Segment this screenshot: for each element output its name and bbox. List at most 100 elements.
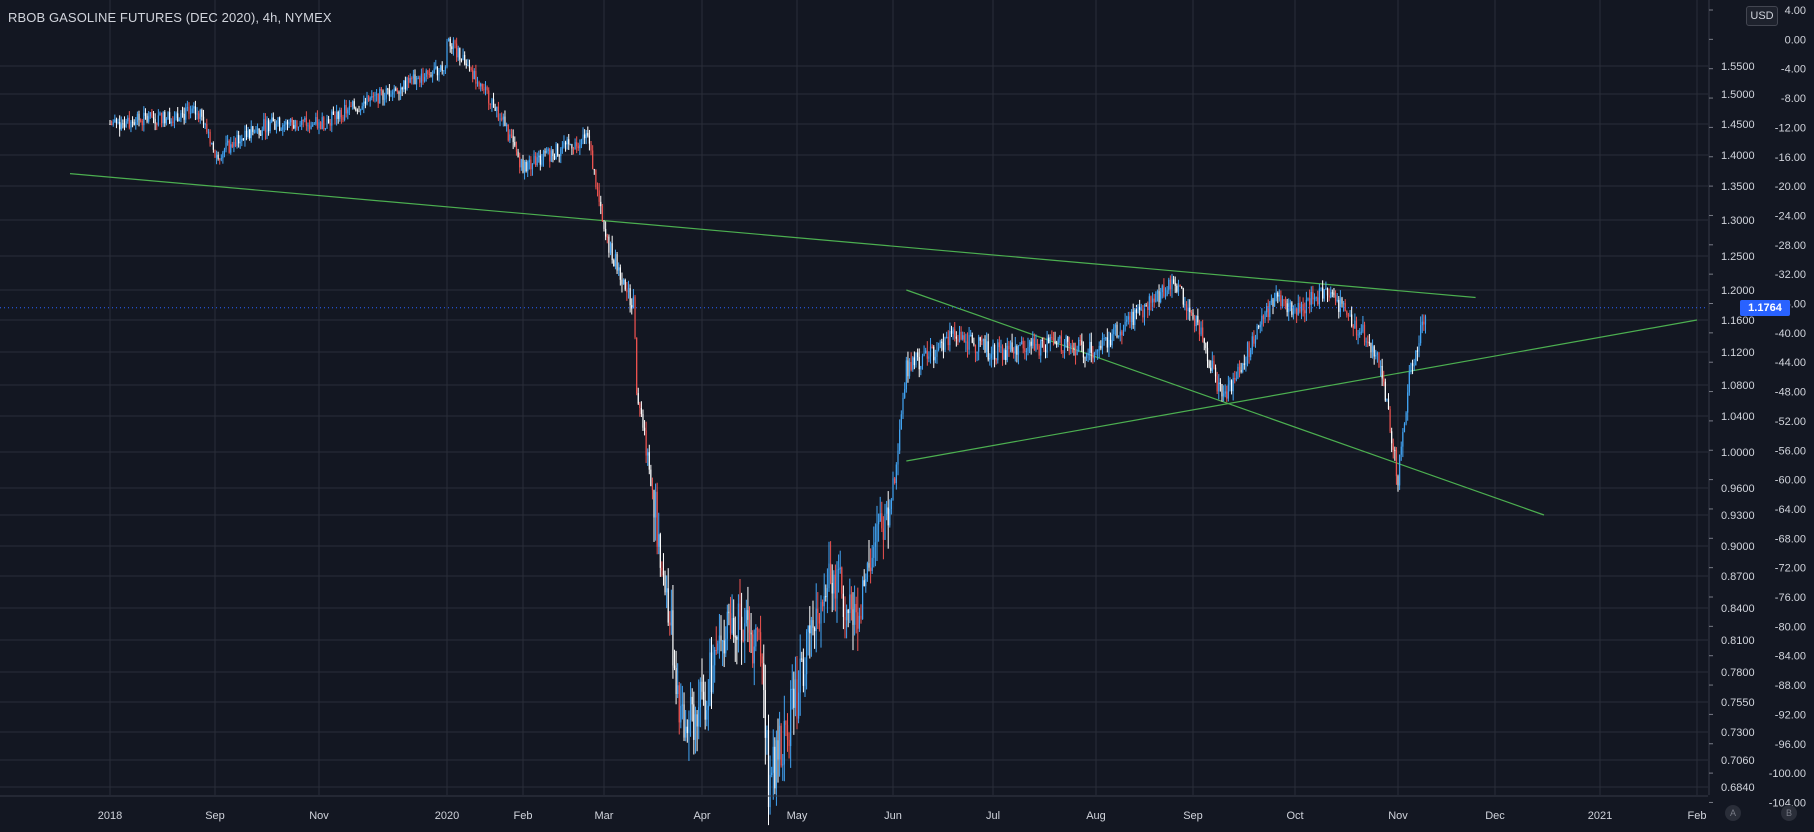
candle-body (621, 279, 623, 285)
candle-body (826, 588, 828, 598)
candle-body (857, 612, 859, 629)
candle-body (717, 643, 719, 651)
candle-body (496, 106, 498, 111)
candle-body (149, 112, 151, 117)
candle-body (890, 500, 892, 510)
candle-body (1085, 355, 1088, 359)
price-tick-label: 0.7060 (1721, 755, 1755, 767)
candle-body (704, 700, 706, 720)
candle-body (1407, 392, 1409, 413)
candle-body (1060, 336, 1062, 352)
candle-body (626, 289, 628, 293)
candle-body (172, 121, 174, 123)
candle-body (807, 625, 809, 632)
candle-body (352, 101, 354, 107)
candle-body (201, 109, 203, 117)
candle-body (1011, 342, 1013, 352)
candle-body (970, 334, 972, 336)
candle-body (895, 464, 897, 483)
trendlines[interactable] (69, 173, 1698, 516)
candle-body (446, 41, 448, 64)
candle-body (643, 427, 646, 431)
candle-body (647, 452, 649, 456)
percent-tick-label: -100.00 (1769, 768, 1806, 780)
candle-body (209, 131, 211, 144)
candle-body (329, 123, 331, 126)
candle-body (286, 121, 289, 125)
trendline[interactable] (906, 289, 1545, 516)
candle-body (1349, 314, 1351, 316)
candle-body (636, 337, 638, 394)
candle-body (1343, 303, 1345, 305)
candle-body (688, 719, 690, 734)
candle-body (585, 133, 587, 139)
price-tick-label: 0.8700 (1721, 571, 1755, 583)
candle-body (658, 534, 660, 547)
candle-body (486, 87, 488, 91)
candle-body (285, 121, 287, 125)
candle-body (769, 775, 771, 808)
candle-body (299, 124, 301, 127)
candle-body (324, 128, 326, 130)
auto-scale-button[interactable]: A (1725, 805, 1741, 821)
candle-body (764, 690, 766, 738)
candle-body (1089, 341, 1091, 353)
candle-body (664, 575, 666, 593)
candle-body (344, 105, 346, 120)
candle-body (332, 111, 334, 115)
candle-body (109, 124, 111, 125)
candle-body (175, 113, 177, 118)
candle-body (600, 201, 602, 207)
trendline[interactable] (906, 319, 1698, 462)
candle-body (379, 88, 381, 104)
candle-body (236, 134, 238, 147)
candle-body (715, 649, 717, 651)
candle-body (492, 99, 495, 108)
candle-body (1001, 346, 1004, 360)
candle-body (146, 115, 148, 122)
time-tick-label: 2021 (1588, 810, 1612, 822)
candle-body (1182, 288, 1184, 305)
time-tick-label: Apr (693, 810, 710, 822)
candle-body (806, 631, 808, 675)
candle-body (444, 66, 446, 71)
candle-body (1336, 299, 1338, 301)
candle-body (425, 70, 427, 77)
candle-body (1153, 298, 1155, 302)
candle-body (440, 65, 442, 70)
candle-body (744, 623, 746, 641)
candle-body (1315, 297, 1317, 299)
currency-button[interactable]: USD (1746, 6, 1778, 26)
candle-body (1151, 298, 1154, 303)
candle-body (1413, 365, 1415, 367)
candle-body (456, 43, 458, 58)
candle-body (747, 610, 749, 620)
candle-body (887, 507, 889, 526)
candle-body (1098, 345, 1100, 351)
candle-body (866, 563, 868, 579)
candle-body (614, 254, 617, 267)
candle-body (204, 124, 206, 126)
candle-body (1357, 334, 1359, 336)
candle-body (1246, 342, 1249, 364)
trendline[interactable] (69, 173, 1476, 299)
candle-body (165, 118, 168, 124)
candle-body (1025, 351, 1028, 353)
candle-body (623, 279, 625, 285)
log-scale-button[interactable]: B (1781, 805, 1797, 821)
candle-body (1242, 363, 1244, 372)
candle-body (603, 221, 605, 229)
candle-body (678, 685, 680, 723)
candle-body (196, 113, 198, 115)
candle-body (476, 82, 479, 84)
candle-body (353, 101, 355, 109)
candle-body (1310, 292, 1312, 305)
candle-body (119, 122, 121, 130)
candle-body (825, 596, 827, 598)
candle-body (1251, 336, 1253, 351)
candle-body (177, 113, 179, 122)
candle-body (654, 491, 657, 518)
candle-body (1035, 343, 1037, 351)
